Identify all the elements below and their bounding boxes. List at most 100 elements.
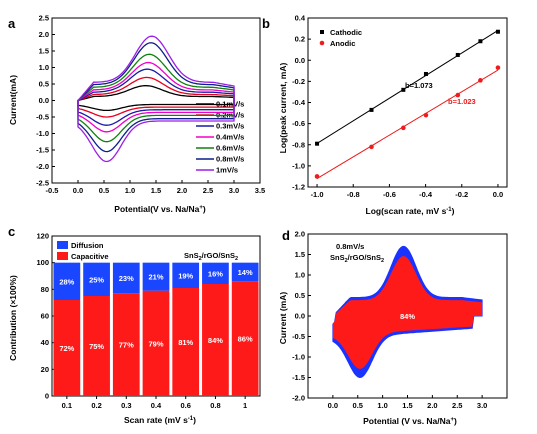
legend-label-Diffusion: Diffusion xyxy=(71,241,104,250)
x-tick-label-b: -1.0 xyxy=(311,190,324,199)
y-tick-label-c: 100 xyxy=(36,258,49,267)
bar-diffusion xyxy=(83,262,110,296)
y-tick-label-a: -1.5 xyxy=(36,146,49,155)
point-Cathodic xyxy=(455,52,460,57)
x-tick-label-d: 1.5 xyxy=(402,401,412,410)
point-Anodic xyxy=(478,78,483,83)
legend-label-0.1mV/s: 0.1mV/s xyxy=(216,100,244,109)
y-tick-label-d: 1.5 xyxy=(295,250,305,259)
y-tick-label-a: -2.5 xyxy=(36,179,49,188)
bar-label-diffusion: 21% xyxy=(148,273,163,282)
legend-label-0.4mV/s: 0.4mV/s xyxy=(216,133,244,142)
panel-label-b: b xyxy=(262,16,270,31)
y-tick-label-b: 0.4 xyxy=(295,14,306,23)
x-tick-label-c: 0.2 xyxy=(91,401,101,410)
point-Anodic xyxy=(495,65,501,70)
y-tick-label-a: -2.0 xyxy=(36,162,49,171)
x-tick-label-b: -0.8 xyxy=(347,190,360,199)
y-tick-label-c: 120 xyxy=(36,232,49,241)
point-Anodic xyxy=(314,174,320,179)
y-tick-label-b: -0.2 xyxy=(292,77,305,86)
x-tick-label-d: 3.0 xyxy=(477,401,487,410)
y-tick-label-d: -1.5 xyxy=(292,373,305,382)
bar-label-diffusion: 28% xyxy=(59,277,74,286)
x-tick-label-d: 0.0 xyxy=(328,401,338,410)
y-tick-label-a: -1.0 xyxy=(36,129,49,138)
bar-diffusion xyxy=(172,262,200,288)
fit-line-Cathodic xyxy=(316,30,499,144)
legend-label-1mV/s: 1mV/s xyxy=(216,166,238,175)
bar-label-capacitive: 72% xyxy=(59,344,74,353)
x-tick-label-d: 2.0 xyxy=(427,401,437,410)
y-tick-label-a: 0.5 xyxy=(39,80,49,89)
x-tick-label-c: 0.4 xyxy=(151,401,162,410)
x-tick-label-a: 3.5 xyxy=(255,186,265,195)
y-tick-label-b: -0.8 xyxy=(292,140,305,149)
cv-curve-1mV/s xyxy=(77,35,235,163)
bar-label-diffusion: 14% xyxy=(238,268,253,277)
chart-panel-b: -1.0 -0.8 -0.6 -0.4 -0.2 0.0 -1.2 -1.0 -0.8 -0.6 -… xyxy=(292,14,508,199)
x-tick-label-d: 1.0 xyxy=(377,401,387,410)
bar-diffusion xyxy=(142,262,170,291)
chart-panel-c: 0 20 40 60 80 100 120 72% 28% 0.1 75% 25% 0.2 77% 23% 0… xyxy=(36,232,261,410)
point-Cathodic xyxy=(423,71,428,76)
fit-label-cathodic: b=1.073 xyxy=(405,81,433,90)
bar-capacitive xyxy=(53,300,81,396)
panel-label-c: c xyxy=(8,224,15,239)
y-tick-label-b: 0.2 xyxy=(295,35,305,44)
bar-capacitive xyxy=(142,290,170,396)
bar-capacitive xyxy=(202,284,229,396)
annotation-c: SnS2/rGO/SnS2 xyxy=(184,251,238,262)
y-tick-label-a: 2.5 xyxy=(39,14,49,23)
legend-marker-Anodic xyxy=(319,40,325,46)
x-axis-label-a: Potential(V vs. Na/Na+) xyxy=(114,204,206,214)
capacitive-current-area xyxy=(332,256,483,369)
bar-capacitive xyxy=(83,296,110,396)
panel-label-d: d xyxy=(282,228,290,243)
y-tick-label-d: -1.0 xyxy=(292,353,305,362)
x-axis-label-c: Scan rate (mV s-1) xyxy=(124,415,196,425)
panel-label-a: a xyxy=(8,16,16,31)
legend-label-Anodic: Anodic xyxy=(330,39,355,48)
cv-curve-0.8mV/s xyxy=(77,42,235,153)
x-tick-label-b: -0.2 xyxy=(455,190,468,199)
y-tick-label-a: 2.0 xyxy=(39,30,49,39)
point-Anodic xyxy=(423,112,429,118)
y-tick-label-b: -1.2 xyxy=(292,183,305,192)
legend-marker-Cathodic xyxy=(320,30,324,34)
legend-label-Capacitive: Capacitive xyxy=(71,252,109,261)
bar-label-diffusion: 25% xyxy=(89,275,104,284)
legend-swatch-Diffusion xyxy=(57,241,68,249)
x-tick-label-a: 1.0 xyxy=(125,186,135,195)
bar-diffusion xyxy=(202,262,229,284)
y-tick-label-d: 0.0 xyxy=(295,312,305,321)
point-Anodic xyxy=(455,92,461,98)
y-tick-label-b: 0.0 xyxy=(295,56,305,65)
bar-label-capacitive: 75% xyxy=(89,342,104,351)
point-Anodic xyxy=(369,144,374,150)
x-tick-label-d: 2.5 xyxy=(452,401,462,410)
fit-label-anodic: b=1.023 xyxy=(448,97,476,106)
y-tick-label-c: 40 xyxy=(41,338,49,347)
legend-label-0.8mV/s: 0.8mV/s xyxy=(216,155,244,164)
bar-capacitive xyxy=(112,293,140,396)
y-tick-label-c: 80 xyxy=(41,285,49,294)
fit-line-Anodic xyxy=(316,69,499,180)
x-tick-label-b: 0.0 xyxy=(493,190,503,199)
point-Cathodic xyxy=(401,87,406,92)
y-tick-label-d: -0.5 xyxy=(292,332,305,341)
bar-label-capacitive: 84% xyxy=(208,336,223,345)
y-tick-label-d: 1.0 xyxy=(295,271,305,280)
y-tick-label-b: -1.0 xyxy=(292,161,305,170)
x-tick-label-c: 0.6 xyxy=(180,401,190,410)
x-tick-label-a: 0.5 xyxy=(99,186,109,195)
x-tick-label-a: 1.5 xyxy=(151,186,161,195)
y-tick-label-a: 1.5 xyxy=(39,47,49,56)
y-tick-label-d: 0.5 xyxy=(295,291,305,300)
cv-curve-0.6mV/s xyxy=(77,53,235,143)
y-tick-label-b: -0.4 xyxy=(292,98,306,107)
y-tick-label-a: 0.0 xyxy=(39,96,49,105)
bar-capacitive xyxy=(172,288,200,396)
bar-label-diffusion: 19% xyxy=(178,271,193,280)
